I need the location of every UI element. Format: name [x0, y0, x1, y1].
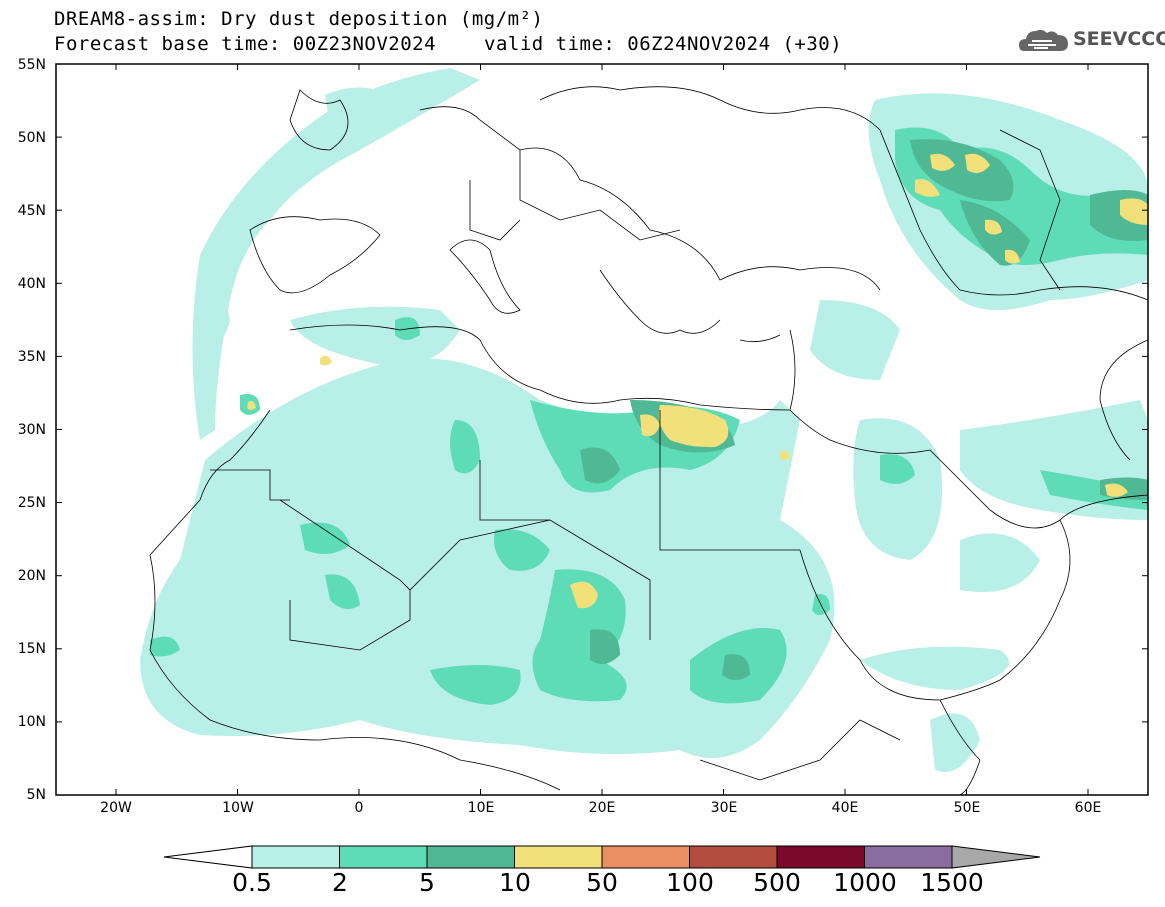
lat-label-15N: 15N: [17, 641, 46, 657]
colorbar-swatch: [864, 845, 953, 869]
colorbar-label: 5: [419, 868, 435, 897]
colorbar-swatch: [426, 845, 515, 869]
colorbar-label: 100: [666, 868, 714, 897]
colorbar-low-arrow: [163, 845, 253, 869]
colorbar-label: 0.5: [232, 868, 272, 897]
lon-label-30E: 30E: [710, 800, 738, 816]
lat-label-5N: 5N: [26, 787, 46, 803]
colorbar-high-arrow: [951, 845, 1041, 869]
seevccc-logo: SEEVCCC: [1018, 25, 1165, 55]
lon-label-10W: 10W: [222, 800, 254, 816]
colorbar-label: 2: [332, 868, 348, 897]
lon-label-20E: 20E: [588, 800, 616, 816]
lon-label-0: 0: [354, 800, 364, 816]
lon-ticks: [115, 64, 1089, 795]
forecast-base-time: Forecast base time: 00Z23NOV2024: [54, 33, 437, 55]
colorbar-swatch: [514, 845, 603, 869]
map-title: DREAM8-assim: Dry dust deposition (mg/m²…: [54, 8, 544, 30]
colorbar-swatch: [251, 845, 340, 869]
lat-label-55N: 55N: [17, 57, 46, 73]
lat-label-10N: 10N: [17, 714, 46, 730]
lat-label-50N: 50N: [17, 130, 46, 146]
colorbar-label: 1500: [920, 868, 984, 897]
lon-label-50E: 50E: [953, 800, 981, 816]
lat-label-20N: 20N: [17, 568, 46, 584]
colorbar-swatch: [776, 845, 865, 869]
logo-text: SEEVCCC: [1073, 28, 1165, 50]
lat-label-40N: 40N: [17, 276, 46, 292]
lon-label-20W: 20W: [100, 800, 132, 816]
lat-label-30N: 30N: [17, 422, 46, 438]
colorbar-swatch: [339, 845, 428, 869]
colorbar-label: 1000: [833, 868, 897, 897]
lat-label-25N: 25N: [17, 495, 46, 511]
lat-label-45N: 45N: [17, 203, 46, 219]
colorbar-label: 10: [499, 868, 531, 897]
lon-label-60E: 60E: [1074, 800, 1102, 816]
cloud-icon: [1019, 29, 1068, 51]
lon-label-10E: 10E: [467, 800, 495, 816]
colorbar-label: 50: [586, 868, 618, 897]
colorbar-label: 500: [753, 868, 801, 897]
dust-field: [140, 68, 1148, 795]
lat-ticks: [56, 63, 1148, 796]
colorbar-swatch: [689, 845, 778, 869]
colorbar: [163, 845, 1041, 869]
lon-label-40E: 40E: [831, 800, 859, 816]
valid-time: valid time: 06Z24NOV2024 (+30): [484, 33, 843, 55]
colorbar-swatch: [601, 845, 690, 869]
lat-label-35N: 35N: [17, 349, 46, 365]
